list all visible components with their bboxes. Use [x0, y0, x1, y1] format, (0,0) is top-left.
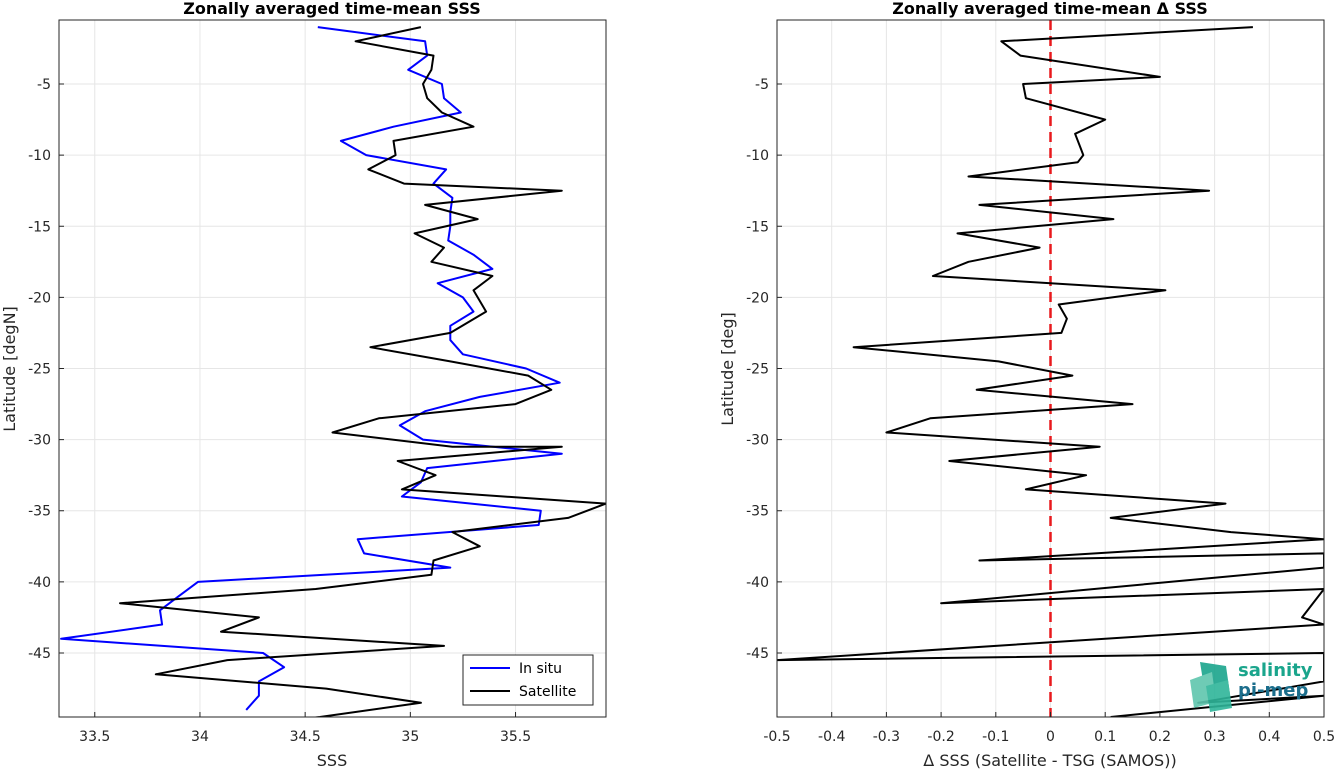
delta-sss-chart-title: Zonally averaged time-mean Δ SSS [892, 0, 1208, 18]
delta-sss-y-tick-label: -20 [746, 290, 769, 306]
delta-sss-y-tick-label: -25 [746, 362, 769, 378]
legend: In situ Satellite [462, 654, 594, 706]
sss-x-axis-label: SSS [317, 751, 347, 769]
delta-sss-x-tick-label: 0 [1046, 729, 1055, 745]
salinity-pi-mep-logo: salinity pi-mep [1190, 660, 1313, 712]
sss-y-tick-label: -30 [28, 433, 51, 449]
delta-sss-x-tick-label: 0.3 [1203, 729, 1225, 745]
sss-series [60, 26, 606, 717]
delta-sss-y-axis-label: Latitude [deg] [718, 312, 737, 426]
delta-sss-x-tick-label: 0.2 [1149, 729, 1171, 745]
delta-sss-y-tick-label: -10 [746, 148, 769, 164]
delta-sss-y-tick-label: -40 [746, 575, 769, 591]
sss-y-tick-label: -5 [37, 77, 51, 93]
delta-sss-ticks: -0.5 -0.4 -0.3 -0.2 -0.1 0 0.1 0.2 0.3 0.4 0.5 -5 -1… [746, 77, 1335, 745]
delta-sss-series [777, 26, 1324, 717]
sss-line-satellite [119, 26, 606, 717]
sss-x-tick-label: 34 [191, 729, 209, 745]
sss-x-tick-label: 33.5 [79, 729, 110, 745]
delta-sss-y-tick-label: -45 [746, 646, 769, 662]
sss-y-tick-label: -35 [28, 504, 51, 520]
sss-x-tick-label: 35 [401, 729, 419, 745]
delta-sss-x-tick-label: -0.1 [982, 729, 1009, 745]
delta-sss-y-tick-label: -5 [755, 77, 769, 93]
legend-label-satellite: Satellite [519, 684, 576, 700]
sss-x-tick-label: 35.5 [500, 729, 531, 745]
delta-sss-y-tick-label: -30 [746, 433, 769, 449]
sss-y-tick-label: -15 [28, 219, 51, 235]
delta-sss-x-tick-label: 0.1 [1094, 729, 1116, 745]
delta-sss-y-tick-label: -15 [746, 219, 769, 235]
sss-line-in-situ [60, 26, 563, 711]
delta-sss-x-tick-label: 0.4 [1258, 729, 1280, 745]
sss-y-axis-label: Latitude [degN] [0, 306, 19, 432]
sss-y-tick-label: -45 [28, 646, 51, 662]
delta-sss-x-tick-label: 0.5 [1313, 729, 1335, 745]
legend-box [462, 654, 594, 706]
logo-mark-icon [1190, 662, 1232, 712]
delta-sss-x-tick-label: -0.2 [927, 729, 954, 745]
delta-sss-x-tick-label: -0.3 [873, 729, 900, 745]
sss-chart-title: Zonally averaged time-mean SSS [183, 0, 481, 18]
logo-line1: salinity [1238, 660, 1313, 681]
sss-y-tick-label: -25 [28, 362, 51, 378]
delta-sss-panel: -0.5 -0.4 -0.3 -0.2 -0.1 0 0.1 0.2 0.3 0.4 0.5 -5 -1… [718, 0, 1335, 769]
delta-sss-line-series-0 [777, 26, 1324, 717]
sss-ticks: 33.5 34 34.5 35 35.5 -5 -10 -15 -20 -25 -30 -35 -40 -… [28, 77, 531, 745]
sss-y-tick-label: -20 [28, 290, 51, 306]
delta-sss-x-tick-label: -0.4 [818, 729, 845, 745]
sss-x-tick-label: 34.5 [290, 729, 321, 745]
sss-panel: 33.5 34 34.5 35 35.5 -5 -10 -15 -20 -25 -30 -35 -40 -… [0, 0, 607, 769]
delta-sss-x-tick-label: -0.5 [763, 729, 790, 745]
delta-sss-x-axis-label: Δ SSS (Satellite - TSG (SAMOS)) [923, 751, 1176, 769]
sss-y-tick-label: -40 [28, 575, 51, 591]
delta-sss-y-tick-label: -35 [746, 504, 769, 520]
legend-label-in-situ: In situ [519, 661, 562, 677]
sss-y-tick-label: -10 [28, 148, 51, 164]
logo-line2: pi-mep [1238, 680, 1308, 701]
